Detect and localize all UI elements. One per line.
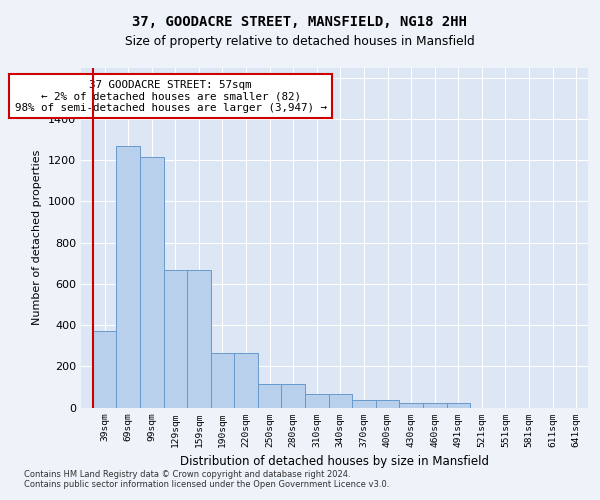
Bar [258,384,281,407]
Text: Contains HM Land Registry data © Crown copyright and database right 2024.
Contai: Contains HM Land Registry data © Crown c… [24,470,389,490]
Bar [305,394,329,407]
Y-axis label: Number of detached properties: Number of detached properties [32,150,43,325]
Bar [116,146,140,407]
Bar [446,404,470,407]
Bar [164,270,187,407]
Bar [281,384,305,407]
Bar [93,332,116,407]
Bar [329,394,352,407]
Bar [187,270,211,407]
Bar [234,353,258,408]
Text: Size of property relative to detached houses in Mansfield: Size of property relative to detached ho… [125,35,475,48]
Text: 37 GOODACRE STREET: 57sqm
← 2% of detached houses are smaller (82)
98% of semi-d: 37 GOODACRE STREET: 57sqm ← 2% of detach… [14,80,326,113]
Bar [352,400,376,407]
Bar [400,404,423,407]
Text: 37, GOODACRE STREET, MANSFIELD, NG18 2HH: 37, GOODACRE STREET, MANSFIELD, NG18 2HH [133,15,467,29]
Bar [140,157,164,407]
Bar [376,400,400,407]
Bar [211,353,234,408]
Bar [423,404,446,407]
X-axis label: Distribution of detached houses by size in Mansfield: Distribution of detached houses by size … [180,455,489,468]
